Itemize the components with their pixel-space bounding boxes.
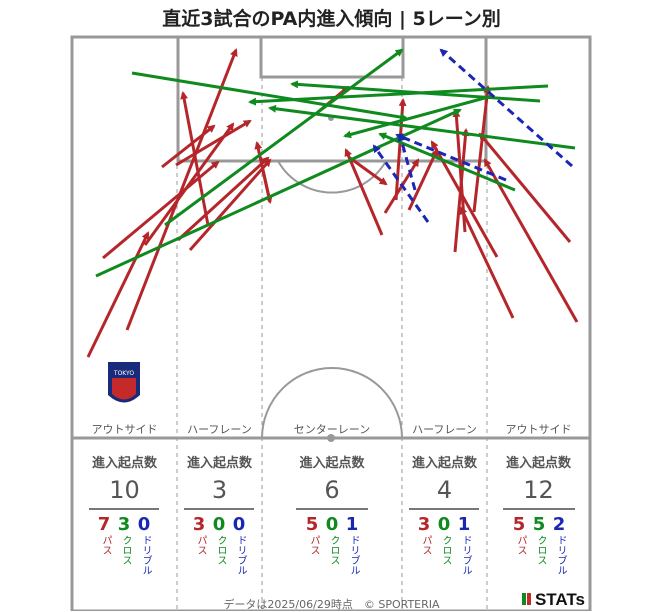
lane-name-1: アウトサイド (91, 423, 158, 436)
lane-heading-3: 進入起点数 (299, 456, 365, 471)
pass-arrow (180, 91, 210, 226)
lane-4-dribble-count: 1 (457, 514, 471, 535)
brand-logo: STATs (521, 590, 585, 610)
crest-text: TOKYO (113, 370, 134, 377)
cross-arrow (268, 104, 576, 150)
lane-2-dribble-label: ドリブル (235, 535, 246, 575)
page-title: 直近3試合のPA内進入傾向 | 5レーン別 (162, 8, 501, 30)
center-spot (327, 434, 335, 442)
lane-total-5: 12 (523, 476, 554, 504)
lane-heading-1: 進入起点数 (91, 456, 157, 471)
cross-arrow (95, 108, 462, 278)
lane-1-dribble-label: ドリブル (140, 535, 151, 575)
lane-total-1: 10 (109, 476, 140, 504)
dribble-arrow (395, 133, 507, 182)
lane-3-cross-label: クロス (328, 535, 339, 565)
lane-1-cross-count: 3 (117, 514, 131, 535)
lane-3-cross-count: 0 (325, 514, 339, 535)
cross-arrow (290, 80, 541, 103)
pass-arrow (254, 141, 272, 203)
lane-total-3: 6 (324, 476, 340, 504)
cross-arrow (248, 84, 549, 106)
lane-2-pass-label: パス (195, 535, 206, 555)
pass-arrow (188, 158, 272, 251)
cross-arrow (343, 94, 493, 139)
lane-heading-4: 進入起点数 (411, 456, 477, 471)
lane-4-pass-count: 3 (417, 514, 431, 535)
pass-arrow (175, 119, 252, 167)
cross-arrow (164, 48, 404, 227)
pass-arrow (125, 48, 238, 331)
lane-3-pass-count: 5 (305, 514, 319, 535)
pass-arrow (344, 148, 384, 236)
lane-4-dribble-label: ドリブル (460, 535, 471, 575)
lane-2-pass-count: 3 (192, 514, 206, 535)
lane-name-2: ハーフレーン (187, 423, 252, 436)
lane-1-pass-label: パス (100, 535, 111, 555)
goal-area (259, 35, 405, 79)
pass-arrow (161, 124, 216, 169)
lane-1-cross-label: クロス (120, 535, 131, 565)
pass-arrow (349, 156, 388, 186)
lane-5-cross-count: 5 (532, 514, 546, 535)
dribble-arrow (397, 133, 417, 191)
dribble-arrow (439, 48, 573, 168)
cross-arrow (131, 71, 408, 121)
brand-mark-icon (521, 593, 526, 605)
lane-name-3: センターレーン (293, 423, 371, 436)
lane-rule-1 (89, 508, 159, 510)
lane-4-pass-label: パス (420, 535, 431, 555)
lane-name-4: ハーフレーン (412, 423, 477, 436)
lane-4-cross-count: 0 (437, 514, 451, 535)
pass-arrow (459, 206, 515, 319)
lane-rule-3 (296, 508, 368, 510)
lane-1-pass-count: 7 (97, 514, 111, 535)
pass-arrow (407, 148, 439, 211)
lane-5-cross-label: クロス (535, 535, 546, 565)
pass-arrow (176, 156, 270, 242)
lane-3-dribble-label: ドリブル (348, 535, 359, 575)
lane-rule-2 (184, 508, 254, 510)
lane-2-cross-count: 0 (212, 514, 226, 535)
lane-5-dribble-count: 2 (552, 514, 566, 535)
lane-2-cross-label: クロス (215, 535, 226, 565)
pass-arrow (472, 85, 492, 213)
pass-arrow (478, 132, 572, 243)
cross-arrow (378, 132, 516, 192)
lane-3-dribble-count: 1 (345, 514, 359, 535)
arrow-layer (86, 48, 579, 358)
pass-arrow (483, 158, 579, 323)
lane-name-5: アウトサイド (505, 423, 572, 436)
lane-3-pass-label: パス (308, 535, 319, 555)
lane-5-pass-label: パス (515, 535, 526, 555)
brand-name: STATs (534, 590, 585, 609)
lane-total-4: 4 (436, 476, 453, 504)
lane-heading-2: 進入起点数 (186, 456, 252, 471)
penalty-arc (277, 160, 387, 194)
lane-rule-4 (409, 508, 479, 510)
lane-4-cross-label: クロス (440, 535, 451, 565)
club-crest: TOKYO (108, 362, 140, 403)
pass-arrow (86, 231, 150, 358)
center-circle (261, 367, 403, 439)
lane-rule-5 (503, 508, 575, 510)
lane-5-pass-count: 5 (512, 514, 526, 535)
lane-heading-5: 進入起点数 (505, 456, 571, 471)
pass-arrow (143, 122, 235, 246)
dribble-arrow (372, 144, 430, 223)
lane-5-dribble-label: ドリブル (555, 535, 566, 575)
footer-note: データは2025/06/29時点 © SPORTERIA (223, 598, 440, 611)
lane-1-dribble-count: 0 (137, 514, 151, 535)
lane-total-2: 3 (211, 476, 228, 504)
lane-2-dribble-count: 0 (232, 514, 246, 535)
brand-mark-icon-2 (526, 593, 531, 605)
